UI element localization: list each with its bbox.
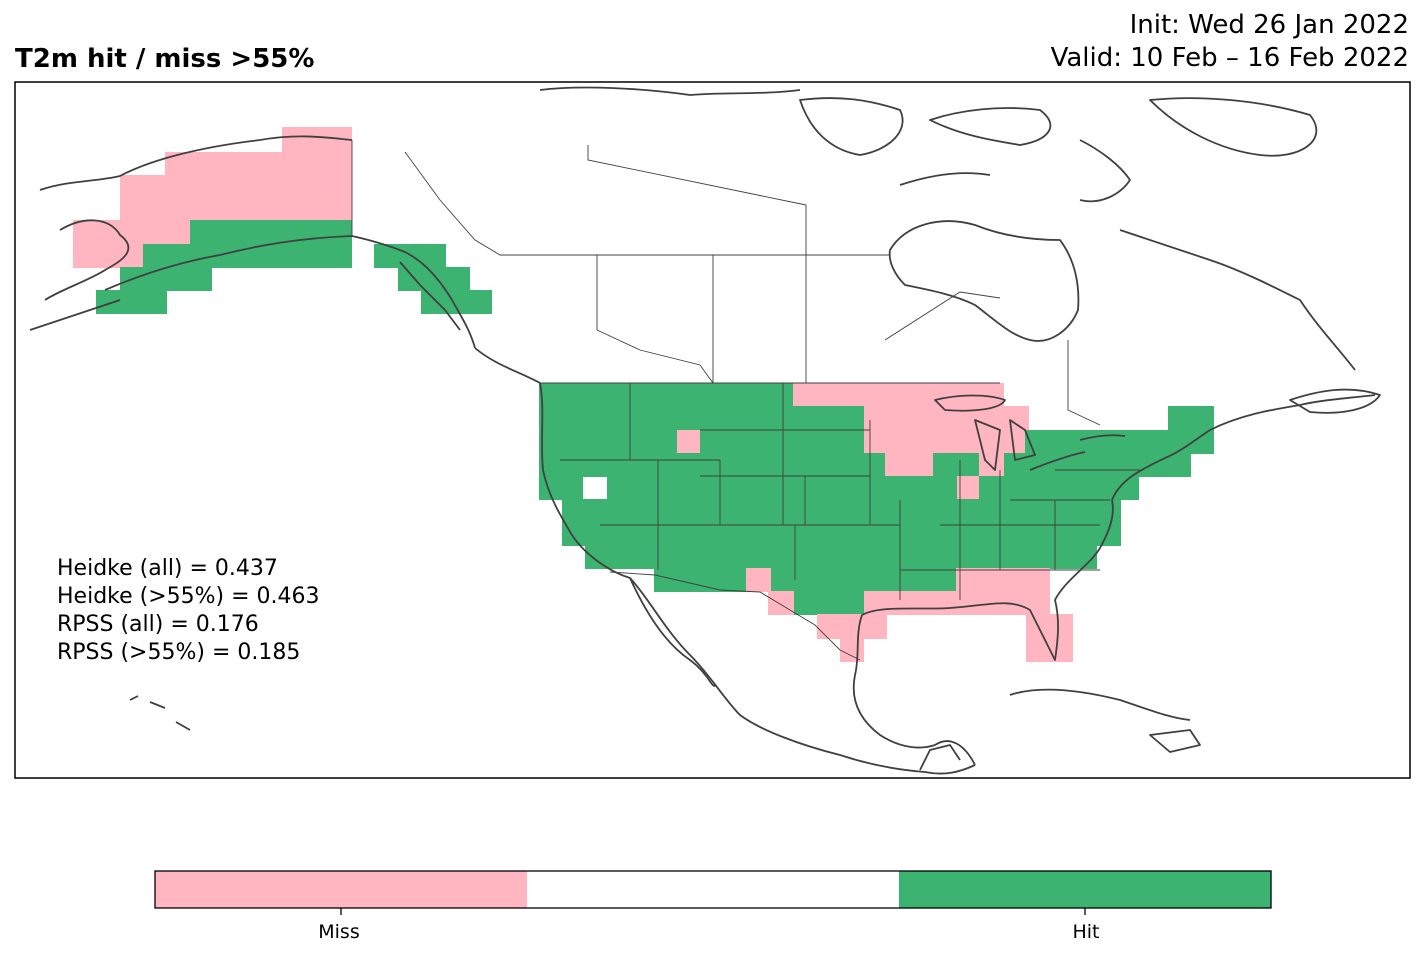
map-title: T2m hit / miss >55% [15, 44, 315, 74]
hit-cell [539, 453, 885, 477]
hit-cell [979, 476, 1139, 500]
miss-cell [677, 430, 700, 454]
map-frame [14, 81, 1411, 779]
miss-cell [817, 614, 887, 639]
colorbar-label-miss: Miss [318, 921, 360, 943]
miss-cell [768, 591, 794, 615]
init-date: Init: Wed 26 Jan 2022 [1129, 10, 1409, 40]
miss-cell [885, 453, 933, 477]
hit-miss-grid [73, 127, 1214, 662]
hit-cell [700, 430, 869, 454]
hit-cell [539, 430, 677, 454]
hit-cell [421, 290, 492, 314]
miss-cell [956, 568, 1050, 592]
hit-cell [96, 290, 167, 314]
hit-cell [654, 568, 746, 592]
rpss-all: RPSS (all) = 0.176 [57, 612, 259, 637]
heidke-all: Heidke (all) = 0.437 [57, 556, 278, 581]
hit-cell [562, 499, 1121, 523]
miss-cell [957, 476, 979, 500]
valid-period: Valid: 10 Feb – 16 Feb 2022 [1050, 43, 1409, 73]
hit-cell [562, 522, 1121, 546]
hit-cell [190, 220, 352, 245]
miss-cell [746, 568, 771, 592]
hit-cell [398, 267, 470, 291]
rpss-55: RPSS (>55%) = 0.185 [57, 640, 301, 665]
colorbar-label-hit: Hit [1072, 921, 1100, 943]
miss-cell [165, 152, 352, 176]
hit-cell [120, 267, 212, 291]
hit-cell [1004, 453, 1191, 477]
hit-cell [1168, 406, 1214, 430]
miss-cell [73, 244, 143, 268]
hit-cell [1025, 430, 1214, 454]
hit-cell [607, 476, 957, 500]
hit-cell [539, 406, 869, 430]
skill-scores: Heidke (all) = 0.437 Heidke (>55%) = 0.4… [57, 555, 320, 667]
hit-cell [374, 244, 446, 268]
colorbar-neutral-segment [527, 871, 899, 908]
miss-cell [120, 175, 352, 221]
hit-cell [771, 568, 956, 592]
colorbar [154, 870, 1272, 915]
hit-cell [794, 591, 864, 615]
heidke-55: Heidke (>55%) = 0.463 [57, 584, 320, 609]
hit-cell [143, 244, 352, 268]
miss-cell [864, 430, 1029, 454]
hit-cell [585, 545, 1097, 569]
state-borders [351, 140, 1140, 661]
coastlines [29, 86, 1381, 775]
miss-cell [864, 591, 1050, 615]
colorbar-hit-segment [899, 871, 1271, 908]
miss-cell [840, 638, 864, 662]
colorbar-frame [154, 870, 1272, 909]
miss-cell [73, 220, 190, 245]
colorbar-miss-segment [155, 871, 527, 908]
hit-cell [539, 383, 793, 407]
hit-cell [933, 453, 979, 477]
